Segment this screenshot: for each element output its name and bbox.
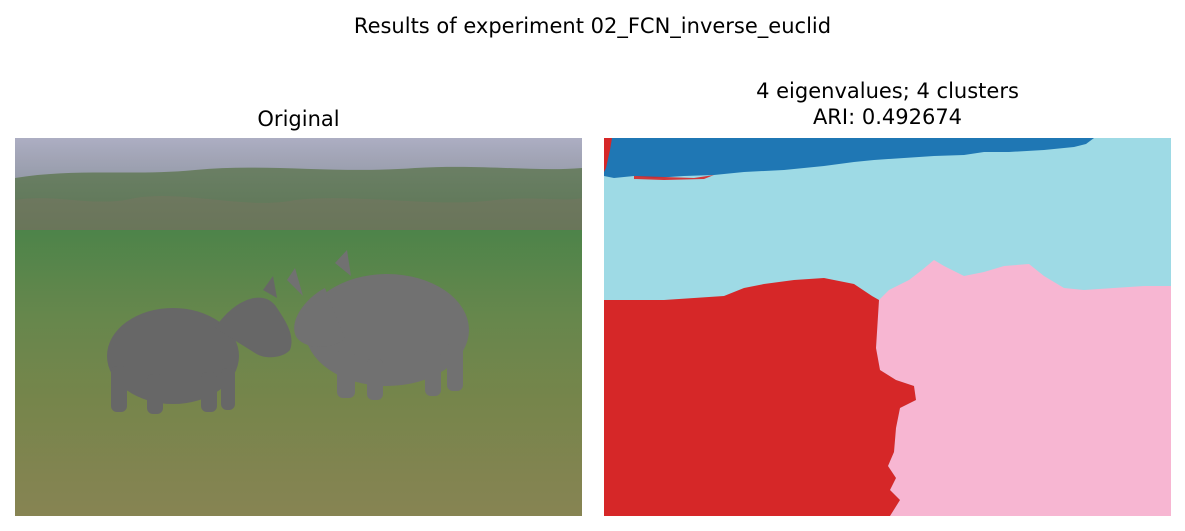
figure-suptitle: Results of experiment 02_FCN_inverse_euc… — [353, 14, 832, 38]
right-rhino — [287, 250, 469, 400]
cluster-pink — [876, 260, 1171, 516]
shrubs — [15, 196, 582, 238]
segmentation-title-line2: ARI: 0.492674 — [812, 105, 963, 129]
cluster-red-fragment — [604, 138, 612, 172]
grass-field — [15, 230, 582, 516]
original-panel-title: Original — [257, 107, 340, 131]
cluster-red — [604, 278, 916, 516]
segmentation-title-line1: 4 eigenvalues; 4 clusters — [756, 79, 1019, 103]
left-rhino — [107, 276, 292, 414]
segmentation-panel-title: 4 eigenvalues; 4 clusters ARI: 0.492674 — [604, 78, 1171, 130]
segmentation-map — [604, 138, 1171, 516]
cluster-blue — [604, 138, 1094, 178]
original-image — [15, 138, 582, 516]
cluster-red-strip — [634, 175, 714, 180]
